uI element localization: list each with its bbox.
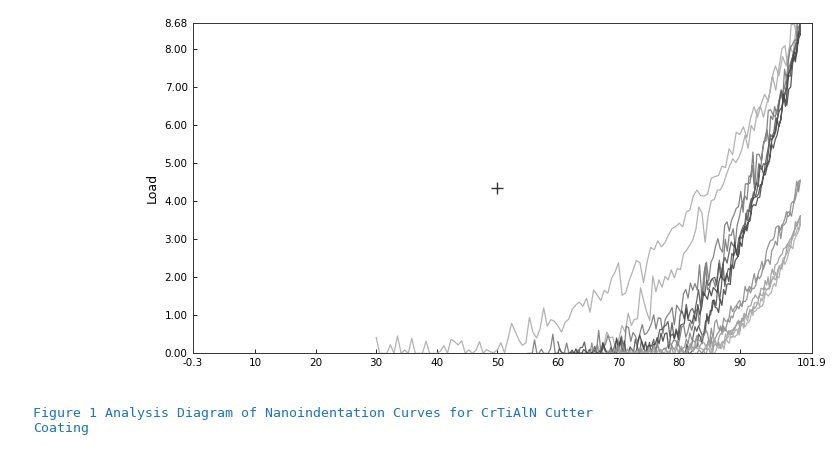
Text: Figure 1 Analysis Diagram of Nanoindentation Curves for CrTiAlN Cutter
Coating: Figure 1 Analysis Diagram of Nanoindenta…	[33, 407, 593, 435]
Y-axis label: Load: Load	[145, 173, 159, 203]
